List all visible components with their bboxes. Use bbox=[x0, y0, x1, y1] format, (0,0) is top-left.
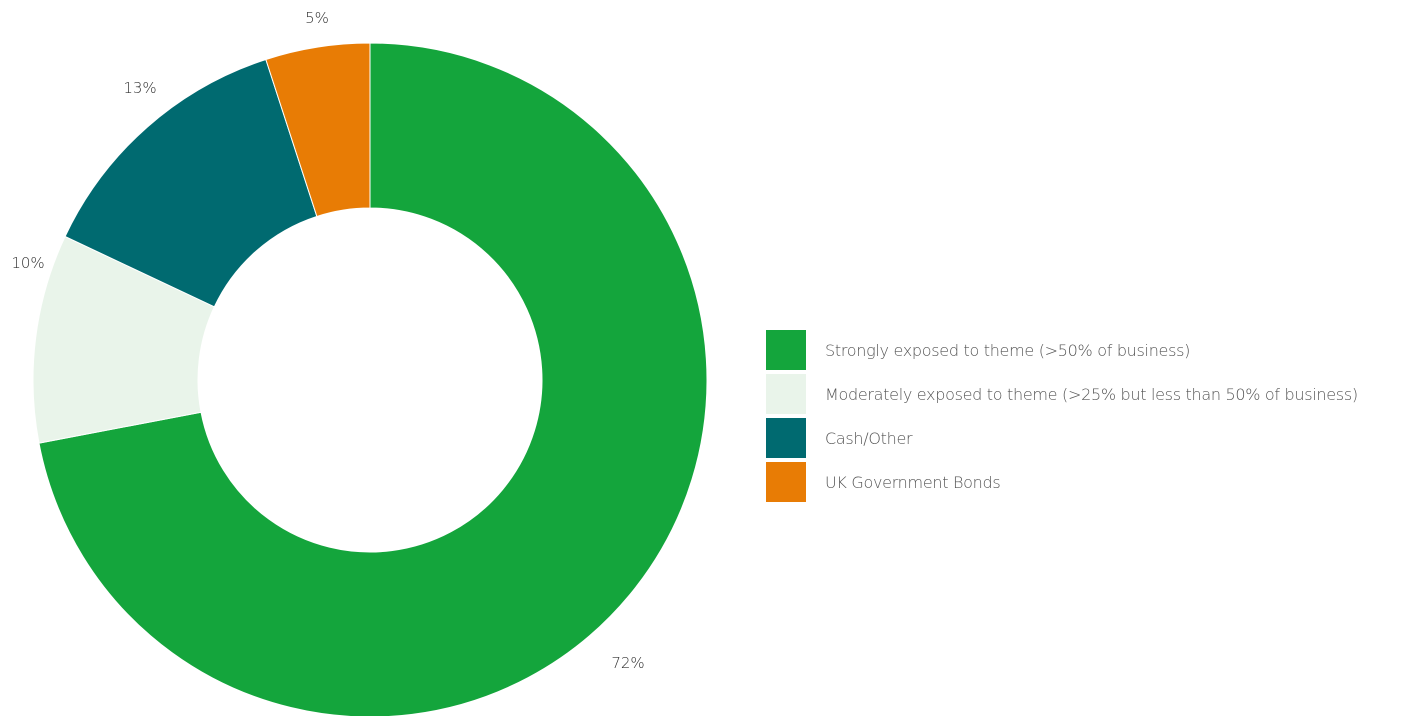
legend-swatch-moderately-exposed bbox=[766, 374, 806, 414]
legend-item-uk-government-bonds: UK Government Bonds bbox=[766, 462, 1358, 502]
chart-legend: Strongly exposed to theme (>50% of busin… bbox=[766, 330, 1358, 506]
data-labels: 72% 10% 13% 5% bbox=[11, 9, 644, 672]
slice-cash-other bbox=[64, 58, 318, 308]
legend-label-cash-other: Cash/Other bbox=[825, 428, 913, 448]
legend-label-moderately-exposed: Moderately exposed to theme (>25% but le… bbox=[825, 384, 1358, 404]
data-label-strongly-exposed: 72% bbox=[611, 654, 644, 672]
data-label-cash-other: 13% bbox=[123, 79, 156, 97]
donut-slices bbox=[32, 42, 708, 716]
legend-label-strongly-exposed: Strongly exposed to theme (>50% of busin… bbox=[825, 340, 1191, 360]
legend-item-strongly-exposed: Strongly exposed to theme (>50% of busin… bbox=[766, 330, 1358, 370]
slice-uk-government-bonds bbox=[265, 42, 371, 218]
legend-item-moderately-exposed: Moderately exposed to theme (>25% but le… bbox=[766, 374, 1358, 414]
legend-label-uk-government-bonds: UK Government Bonds bbox=[825, 472, 1001, 492]
legend-swatch-cash-other bbox=[766, 418, 806, 458]
legend-item-cash-other: Cash/Other bbox=[766, 418, 1358, 458]
legend-swatch-uk-government-bonds bbox=[766, 462, 806, 502]
legend-swatch-strongly-exposed bbox=[766, 330, 806, 370]
data-label-uk-government-bonds: 5% bbox=[305, 9, 329, 27]
slice-strongly-exposed bbox=[38, 42, 708, 716]
data-label-moderately-exposed: 10% bbox=[11, 254, 44, 272]
